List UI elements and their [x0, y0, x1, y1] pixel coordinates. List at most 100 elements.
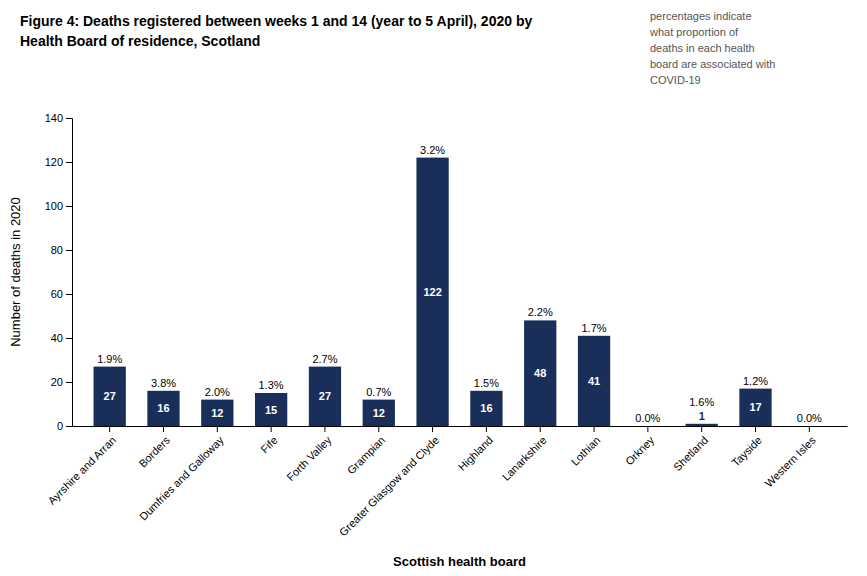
data-label: 16: [480, 402, 492, 414]
x-tick-label: Grampian: [345, 434, 388, 477]
bar: [739, 389, 771, 426]
bar: [255, 393, 287, 426]
x-tick-mark: [809, 426, 810, 432]
bar: [309, 367, 341, 426]
percentage-label: 1.3%: [259, 379, 284, 391]
y-axis-title: Number of deaths in 2020: [8, 197, 23, 347]
x-tick: Highland: [456, 426, 495, 473]
x-tick: Ayrshire and Arran: [45, 426, 118, 507]
percentage-label: 1.9%: [97, 353, 122, 365]
percentage-label: 2.0%: [205, 386, 230, 398]
percentage-label: 3.2%: [420, 144, 445, 156]
percentage-label: 0.0%: [635, 412, 660, 424]
data-label: 17: [749, 401, 761, 413]
percentage-label: 3.8%: [151, 377, 176, 389]
x-tick-label: Lothian: [569, 434, 603, 468]
x-tick-mark: [217, 426, 218, 432]
data-label: 41: [588, 375, 600, 387]
percentage-label: 0.7%: [366, 386, 391, 398]
bar: [686, 424, 718, 426]
y-tick-label: 80: [51, 244, 63, 256]
data-label: 27: [319, 390, 331, 402]
y-tick-mark: [66, 426, 72, 427]
y-tick-label: 20: [51, 376, 63, 388]
x-tick-mark: [647, 426, 648, 432]
x-tick-mark: [594, 426, 595, 432]
percentage-label: 1.2%: [743, 375, 768, 387]
y-tick: 80: [51, 244, 72, 256]
y-tick-label: 60: [51, 288, 63, 300]
x-axis-title: Scottish health board: [393, 554, 526, 569]
percentage-label: 2.2%: [528, 306, 553, 318]
x-tick-label: Orkney: [623, 434, 657, 468]
plot: Ayrshire and Arran BordersDumfries and Ga…: [45, 112, 848, 538]
x-axis-line: [73, 426, 848, 427]
y-tick-mark: [66, 338, 72, 339]
data-label: 1: [699, 410, 705, 422]
percentage-label: 1.6%: [689, 396, 714, 408]
bar: [94, 367, 126, 426]
x-tick-mark: [486, 426, 487, 432]
x-tick: Dumfries and Galloway: [137, 426, 226, 523]
x-tick-mark: [432, 426, 433, 432]
y-tick: 20: [51, 376, 72, 388]
x-tick: Lothian: [569, 426, 603, 468]
x-tick-label: Tayside: [729, 434, 764, 469]
y-tick: 60: [51, 288, 72, 300]
x-tick: Orkney: [623, 426, 657, 467]
y-tick-label: 40: [51, 332, 63, 344]
bar: [524, 320, 556, 426]
y-tick-label: 100: [45, 200, 63, 212]
y-tick: 140: [45, 112, 72, 124]
x-tick-label: Borders: [136, 434, 172, 470]
y-tick: 40: [51, 332, 72, 344]
x-tick-label: Fife: [258, 434, 279, 455]
y-tick-mark: [66, 118, 72, 119]
data-label: 12: [211, 407, 223, 419]
bar: [793, 426, 825, 427]
data-label: 122: [423, 286, 441, 298]
y-tick-mark: [66, 250, 72, 251]
x-tick: Lanarkshire: [500, 426, 549, 483]
title-line: Figure 4: Deaths registered between week…: [20, 13, 532, 29]
bar: [578, 336, 610, 426]
bar: [147, 391, 179, 426]
x-tick-label: Shetland: [671, 434, 710, 473]
x-tick-label: Forth Valley: [284, 433, 334, 483]
y-tick: 120: [45, 156, 72, 168]
y-tick: 0: [57, 420, 72, 432]
annotation-line: COVID-19: [650, 74, 701, 86]
x-tick: Grampian: [345, 426, 388, 476]
chart: Figure 4: Deaths registered between week…: [0, 0, 867, 576]
x-tick: Fife: [258, 426, 279, 455]
bars: [94, 158, 772, 426]
x-tick: Western Isles: [762, 426, 818, 489]
x-tick-label: Dumfries and Galloway: [137, 434, 226, 523]
x-tick-label: Lanarkshire: [500, 434, 549, 483]
y-tick-label: 140: [45, 112, 63, 124]
x-axis: Ayrshire and Arran BordersDumfries and Ga…: [45, 426, 847, 538]
data-label: 15: [265, 404, 277, 416]
x-tick-mark: [324, 426, 325, 432]
x-tick: Tayside: [729, 426, 764, 469]
annotation-line: deaths in each health: [650, 42, 755, 54]
x-tick: Greater Glasgow and Clyde: [337, 426, 441, 538]
x-tick-label: Ayrshire and Arran: [45, 434, 118, 507]
title: Figure 4: Deaths registered between week…: [20, 13, 532, 49]
x-tick-mark: [540, 426, 541, 432]
title-line: Health Board of residence, Scotland: [20, 33, 260, 49]
percentage-label: 1.5%: [474, 377, 499, 389]
x-tick-label: Greater Glasgow and Clyde: [337, 434, 441, 538]
x-tick: Borders: [136, 426, 172, 470]
y-tick-mark: [66, 294, 72, 295]
bar: [632, 426, 664, 427]
x-tick-mark: [109, 426, 110, 432]
annotation: percentages indicatewhat proportion ofde…: [649, 10, 775, 86]
y-tick-mark: [66, 162, 72, 163]
labels: 271.9%163.8%122.0%151.3%272.7%120.7%1223…: [97, 144, 822, 424]
bar: [363, 400, 395, 426]
x-tick: Shetland: [671, 426, 710, 473]
data-label: 48: [534, 367, 546, 379]
y-tick-label: 120: [45, 156, 63, 168]
y-tick: 100: [45, 200, 72, 212]
